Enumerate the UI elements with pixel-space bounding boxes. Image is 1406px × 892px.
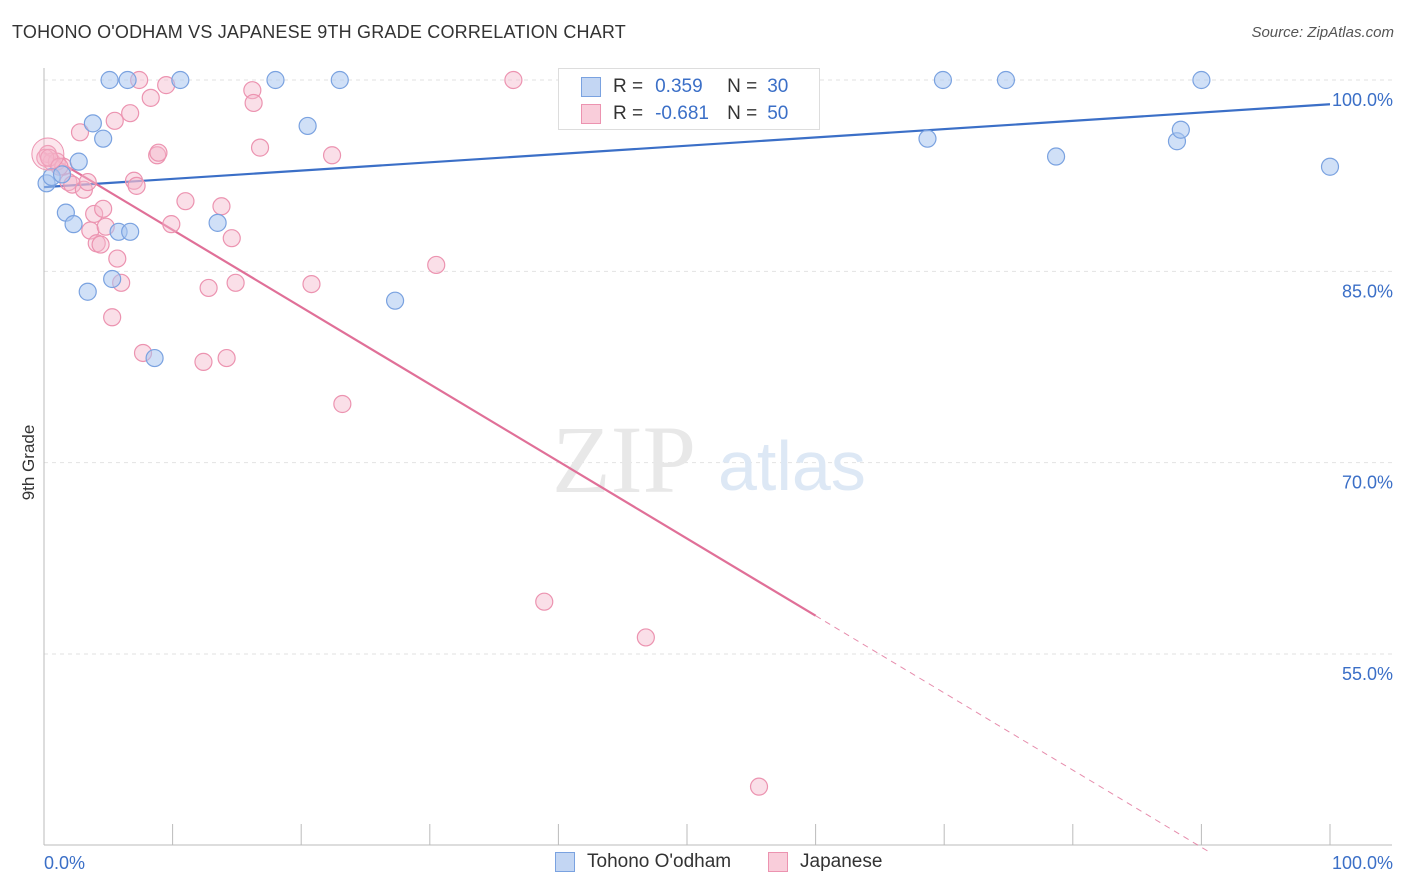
point-japanese (162, 215, 181, 234)
point-japanese (333, 394, 352, 414)
point-japanese (85, 204, 104, 224)
point-tohono (83, 114, 102, 133)
legend-row-japanese: R = -0.681 N = 50 (581, 101, 788, 127)
point-japanese (322, 146, 342, 165)
trend-lines (43, 103, 1331, 852)
trend-line-japanese-extension (815, 615, 1209, 852)
point-japanese (222, 229, 241, 248)
trend-line-tohono (43, 103, 1331, 189)
point-japanese (40, 148, 59, 167)
point-japanese (212, 197, 231, 216)
point-tohono (94, 129, 113, 148)
legend-n-value: 30 (767, 76, 789, 97)
axes (43, 68, 1392, 846)
point-japanese (244, 93, 263, 113)
point-japanese (105, 111, 124, 130)
point-japanese (749, 777, 769, 796)
point-japanese (504, 70, 523, 90)
watermark: ZIP atlas (552, 406, 866, 513)
point-japanese (302, 274, 321, 294)
legend-n-value: 50 (767, 103, 789, 124)
point-japanese (108, 249, 127, 268)
point-tohono (1171, 120, 1190, 139)
point-tohono (118, 70, 137, 90)
point-japanese (149, 143, 168, 162)
point-japanese (36, 148, 55, 167)
point-tohono (78, 282, 97, 301)
point-japanese (70, 123, 90, 142)
point-japanese-large (31, 137, 65, 171)
bottom-legend-label-tohono: Tohono O'odham (587, 851, 732, 872)
legend-swatch-blue (581, 77, 601, 97)
point-japanese (199, 278, 218, 298)
point-japanese (141, 88, 160, 107)
bottom-legend-japanese: Japanese (768, 851, 882, 873)
point-tohono (1320, 157, 1340, 176)
point-japanese (217, 348, 236, 368)
y-tick-label: 85.0% (1342, 281, 1393, 301)
point-tohono (208, 213, 227, 232)
point-japanese (124, 171, 144, 190)
point-japanese (121, 104, 140, 123)
x-tick-label: 0.0% (44, 853, 85, 873)
point-tohono (933, 70, 953, 90)
point-tohono (298, 116, 317, 136)
bottom-legend-swatch-pink (768, 852, 788, 872)
point-tohono (145, 348, 164, 368)
point-tohono (103, 269, 122, 289)
point-tohono (171, 70, 190, 90)
point-japanese (636, 628, 655, 647)
legend-row-tohono: R = 0.359 N = 30 (581, 74, 788, 100)
legend-r-label: R = (613, 103, 644, 124)
watermark-zip: ZIP (552, 406, 696, 513)
legend-r-label: R = (613, 76, 644, 97)
y-tick-label: 55.0% (1342, 664, 1393, 684)
axis-labels: 100.0% 85.0% 70.0% 55.0% 0.0% 100.0% 9th Grade (19, 90, 1393, 873)
legend-n-label: N = (727, 103, 758, 124)
legend-r-value: -0.681 (655, 103, 709, 124)
point-japanese (226, 273, 245, 292)
point-tohono (918, 129, 937, 148)
point-tohono (385, 291, 405, 310)
watermark-atlas: atlas (718, 427, 866, 505)
point-japanese (91, 235, 110, 254)
legend-r-value: 0.359 (655, 76, 703, 97)
bottom-legend-label-japanese: Japanese (800, 851, 883, 872)
bottom-legend-tohono: Tohono O'odham (555, 851, 731, 873)
point-japanese (535, 592, 554, 611)
bottom-legend-swatch-blue (555, 852, 575, 872)
source-label: Source: ZipAtlas.com (1251, 24, 1394, 41)
y-tick-label: 70.0% (1342, 473, 1393, 493)
point-tohono (266, 70, 285, 90)
stats-legend: R = 0.359 N = 30 R = -0.681 N = 50 (558, 68, 820, 130)
legend-n-label: N = (727, 76, 758, 97)
x-tick-label: 100.0% (1332, 853, 1393, 873)
y-axis-title: 9th Grade (19, 425, 38, 501)
trend-line-japanese (43, 151, 817, 617)
point-japanese (427, 255, 446, 275)
point-japanese (127, 176, 146, 195)
point-tohono (1046, 147, 1066, 166)
y-tick-label: 100.0% (1332, 90, 1393, 110)
point-japanese (176, 192, 195, 211)
point-tohono (52, 165, 72, 184)
point-tohono (64, 215, 83, 234)
point-tohono (100, 70, 119, 90)
point-tohono (121, 222, 140, 241)
point-japanese (78, 172, 97, 192)
point-japanese (250, 138, 270, 157)
legend-swatch-pink (581, 104, 601, 124)
data-points (31, 70, 1340, 796)
point-tohono (1192, 70, 1211, 90)
chart-title: TOHONO O'ODHAM VS JAPANESE 9TH GRADE COR… (12, 22, 626, 42)
point-japanese (94, 199, 113, 218)
point-tohono (69, 152, 88, 171)
grid-lines (44, 79, 1392, 655)
point-tohono (996, 70, 1016, 90)
point-tohono (330, 70, 349, 90)
point-japanese (194, 352, 213, 371)
point-japanese (103, 308, 122, 327)
